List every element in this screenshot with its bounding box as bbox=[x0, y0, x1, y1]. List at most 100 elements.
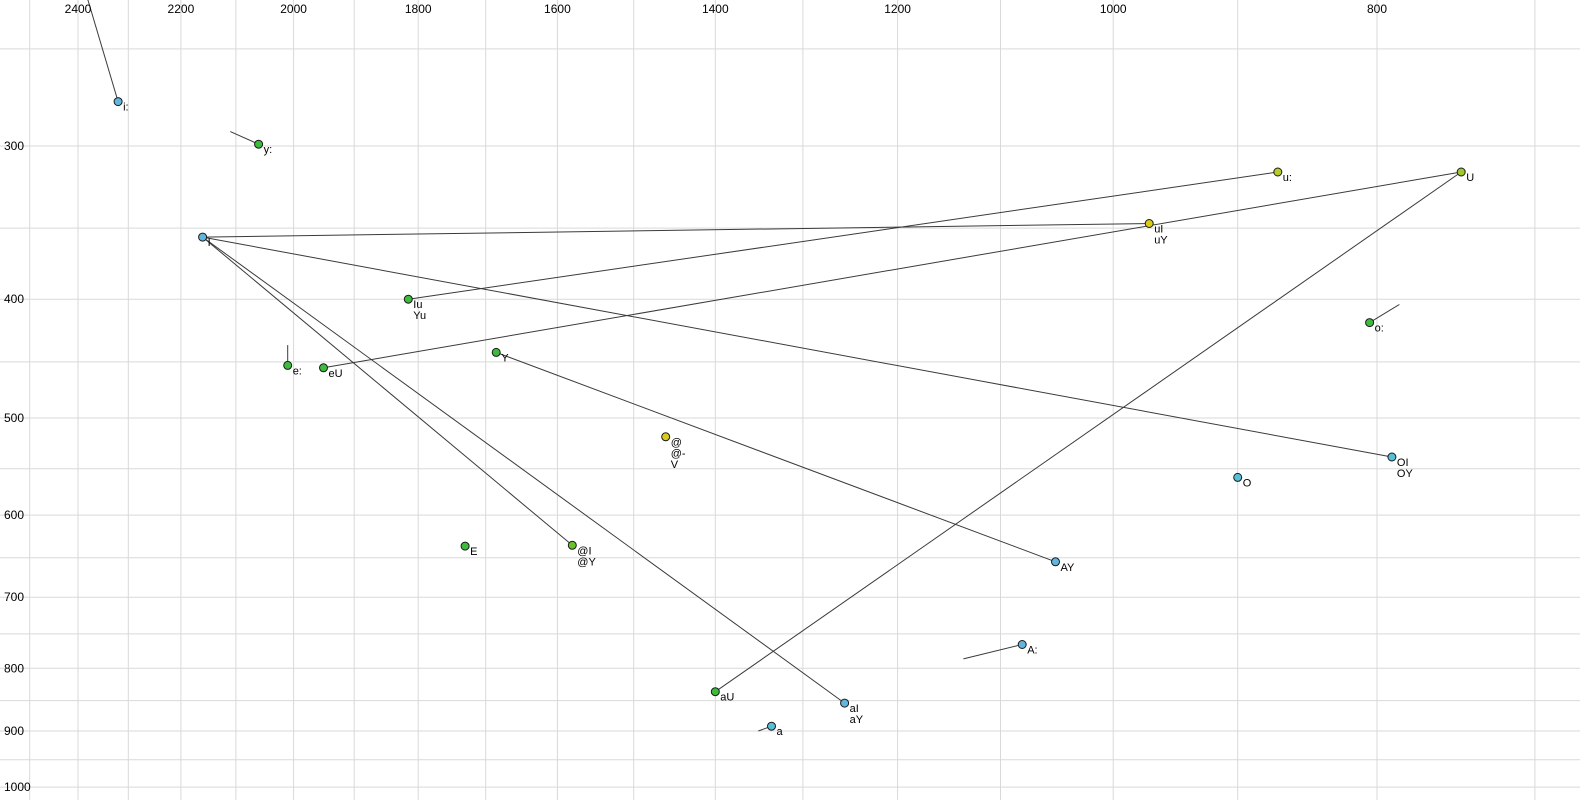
vowel-label: y: bbox=[264, 144, 273, 156]
vowel-point-U: U bbox=[1456, 167, 1474, 184]
vowel-point-I: I bbox=[198, 232, 211, 249]
vowel-label: @- bbox=[671, 448, 686, 460]
vowel-dot bbox=[1456, 167, 1466, 177]
vowel-label: aY bbox=[850, 714, 864, 726]
y-tick-label: 900 bbox=[4, 724, 24, 738]
vowel-label: V bbox=[671, 459, 679, 471]
vowel-dot bbox=[1017, 640, 1027, 649]
x-tick-label: 1600 bbox=[544, 2, 571, 16]
vowel-point-e:: e: bbox=[283, 360, 302, 377]
vowel-point-Y: Y bbox=[491, 347, 509, 364]
vowel-dot bbox=[198, 232, 208, 242]
trajectory-line-aI-to-I bbox=[202, 236, 845, 704]
y-tick-label: 600 bbox=[4, 508, 24, 522]
vowel-label: uI bbox=[1154, 224, 1163, 236]
vowel-label: uY bbox=[1154, 235, 1168, 247]
trajectory-line-A-tail bbox=[963, 644, 1023, 660]
vowel-dot bbox=[767, 721, 776, 731]
vowel-point-AY: AY bbox=[1051, 557, 1075, 574]
vowel-label: @Y bbox=[577, 556, 596, 568]
vowel-label: Yu bbox=[413, 310, 426, 322]
vowel-label: OI bbox=[1397, 457, 1409, 469]
vowel-point-i:: i: bbox=[113, 97, 129, 114]
vowel-point-y:: y: bbox=[254, 139, 273, 156]
x-tick-label: 1000 bbox=[1100, 2, 1127, 16]
vowel-point-a: a bbox=[767, 721, 784, 738]
vowel-label: aI bbox=[850, 703, 859, 715]
vowel-point-eU: eU bbox=[319, 363, 343, 380]
trajectory-line-OI-to-I bbox=[202, 236, 1392, 458]
vowel-label: U bbox=[1466, 172, 1474, 184]
vowel-dot bbox=[840, 698, 850, 708]
trajectory-line-AY-to-Y bbox=[496, 351, 1056, 563]
y-tick-label: 700 bbox=[4, 590, 24, 604]
trajectory-line-schwaI-to-I bbox=[202, 236, 573, 546]
y-tick-label: 400 bbox=[4, 292, 24, 306]
vowel-point-E: E bbox=[460, 541, 477, 558]
vowel-point-@I: @I@Y bbox=[567, 540, 596, 568]
vowel-label: @ bbox=[671, 437, 682, 449]
trajectory-line-o-tail bbox=[1369, 304, 1400, 324]
vowel-label: a bbox=[777, 726, 784, 738]
y-tick-label: 300 bbox=[4, 139, 24, 153]
vowel-label: o: bbox=[1375, 323, 1384, 335]
vowel-label: i: bbox=[123, 102, 129, 114]
vowel-dot bbox=[567, 540, 577, 550]
trajectory-line-aU-to-U bbox=[715, 171, 1462, 693]
vowel-dot bbox=[403, 294, 413, 304]
vowel-dot bbox=[254, 139, 264, 149]
vowel-point-@: @@-V bbox=[661, 432, 686, 471]
vowel-dot bbox=[661, 432, 671, 442]
axis-label-layer: 2400 2200 2000 1800 1600 1400 1200 1000 800 300 40… bbox=[4, 2, 1387, 794]
trajectory-line-i-tail bbox=[87, 0, 119, 102]
vowel-point-A:: A: bbox=[1017, 640, 1038, 657]
trajectory-line-eU-to-U bbox=[323, 171, 1462, 369]
vowel-dot bbox=[1273, 167, 1283, 177]
vowel-dot bbox=[1233, 472, 1243, 482]
vowel-label: u: bbox=[1283, 172, 1292, 184]
vowel-point-o:: o: bbox=[1365, 318, 1384, 335]
vowel-dot bbox=[1387, 452, 1397, 462]
vowel-label: @I bbox=[577, 545, 591, 557]
y-tick-label: 500 bbox=[4, 411, 24, 425]
y-tick-label: 1000 bbox=[4, 780, 31, 794]
vowel-point-O: O bbox=[1233, 472, 1252, 489]
vowel-label: Y bbox=[501, 352, 509, 364]
trajectory-line-Yu-to-u bbox=[408, 171, 1278, 300]
vowel-dot bbox=[319, 363, 328, 373]
vowel-dot bbox=[1051, 557, 1060, 567]
vowel-label: E bbox=[470, 546, 477, 558]
vowel-dot bbox=[491, 347, 501, 357]
vowel-dot bbox=[283, 360, 293, 370]
x-tick-label: 2200 bbox=[168, 2, 195, 16]
vowel-dot bbox=[1144, 219, 1154, 228]
x-tick-label: 1800 bbox=[405, 2, 432, 16]
trajectory-line-uI-to-I bbox=[202, 223, 1150, 238]
vowel-dot bbox=[460, 541, 470, 551]
vowel-label: e: bbox=[293, 365, 302, 377]
trajectory-layer bbox=[87, 0, 1462, 732]
vowel-label: A: bbox=[1027, 645, 1037, 657]
vowel-dot bbox=[710, 687, 720, 697]
x-tick-label: 1400 bbox=[702, 2, 729, 16]
vowel-label: OY bbox=[1397, 468, 1414, 480]
trajectory-line-y-tail bbox=[230, 131, 259, 145]
vowel-dot bbox=[1365, 318, 1375, 328]
vowel-dot bbox=[113, 97, 123, 107]
vowel-label: I bbox=[208, 237, 211, 249]
vowel-label: eU bbox=[329, 368, 343, 380]
x-tick-label: 800 bbox=[1367, 2, 1387, 16]
y-tick-label: 800 bbox=[4, 661, 24, 675]
vowel-label: O bbox=[1243, 477, 1252, 489]
x-tick-label: 2400 bbox=[65, 2, 92, 16]
vowel-point-aU: aU bbox=[710, 687, 734, 704]
x-tick-label: 1200 bbox=[884, 2, 911, 16]
vowel-label: aU bbox=[720, 692, 734, 704]
